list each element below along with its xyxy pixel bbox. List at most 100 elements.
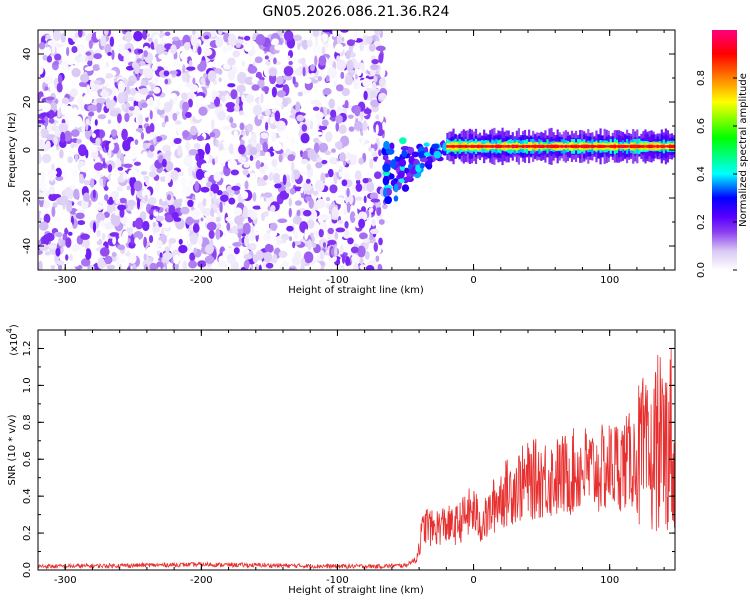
spectrogram-band-segment xyxy=(501,145,504,148)
spectrogram-speckle xyxy=(71,244,80,252)
spectrogram-speckle xyxy=(317,192,322,199)
spectrogram-speckle xyxy=(126,225,133,236)
spectrogram-speckle xyxy=(90,90,99,100)
spectrogram-band-segment xyxy=(619,144,623,149)
spectrogram-speckle xyxy=(241,190,249,200)
spectrogram-speckle xyxy=(228,143,234,155)
spectrogram-band-segment xyxy=(577,144,580,148)
spectrogram-speckle xyxy=(38,104,43,110)
spectrogram-speckle xyxy=(381,30,387,41)
spectrogram-speckle xyxy=(345,256,351,267)
spectrogram-band-segment xyxy=(623,144,627,148)
spectrogram-speckle xyxy=(213,191,217,204)
spectrogram-speckle xyxy=(362,177,369,184)
spectrogram-speckle xyxy=(108,99,117,108)
spectrogram-speckle xyxy=(162,86,170,93)
spectrogram-band-segment xyxy=(470,144,474,148)
spectrogram-speckle xyxy=(302,209,312,217)
spectrogram-speckle xyxy=(323,186,328,192)
spectrogram-speckle xyxy=(141,106,150,118)
spectrogram-speckle xyxy=(215,216,221,223)
spectrogram-speckle xyxy=(282,97,289,108)
spectrogram-speckle xyxy=(45,42,49,48)
spectrogram-speckle xyxy=(163,51,168,56)
spectrogram-speckle xyxy=(324,150,332,156)
spectrogram-band-segment xyxy=(621,144,625,149)
spectrogram-speckle xyxy=(275,83,284,88)
spectrogram-speckle xyxy=(117,236,128,245)
spectrogram-speckle xyxy=(148,96,154,107)
spectrogram-speckle xyxy=(193,247,198,254)
spectrogram-band-segment xyxy=(489,145,492,148)
spectrogram-speckle xyxy=(346,59,354,72)
spectrogram-speckle xyxy=(53,30,62,41)
spectrogram-speckle xyxy=(75,212,85,220)
snr-multiplier-base: (x10 xyxy=(9,333,20,356)
spectrogram-speckle xyxy=(285,187,292,194)
spectrogram-speckle xyxy=(150,83,155,91)
spectrogram-band-segment xyxy=(626,145,629,148)
spectrogram-speckle xyxy=(346,39,355,47)
spectrogram-band-segment xyxy=(497,144,500,149)
spectrogram-speckle xyxy=(320,172,326,183)
spectrogram-speckle xyxy=(252,254,259,263)
snr-x-label: Height of straight line (km) xyxy=(288,585,424,596)
spectrogram-speckle xyxy=(193,143,201,149)
spectrogram-band-segment xyxy=(519,145,523,148)
spectrogram-speckle xyxy=(314,111,324,120)
spectrogram-speckle xyxy=(373,30,382,36)
spectrogram-speckle xyxy=(136,73,140,81)
spectrogram-speckle xyxy=(344,220,349,229)
spectrogram-speckle xyxy=(314,180,325,192)
spectrogram-speckle xyxy=(235,95,240,106)
colorbar-tick-label: 0.0 xyxy=(696,262,707,278)
spectrogram-speckle xyxy=(110,129,118,137)
spectrogram-speckle xyxy=(282,74,293,81)
spectrogram-band-segment xyxy=(464,144,467,148)
spectrogram-speckle xyxy=(124,31,133,43)
spectrogram-speckle xyxy=(158,201,169,206)
snr-y-ticks: 0.0 0.2 0.4 0.6 0.8 1.0 1.2 xyxy=(22,329,675,578)
spectrogram-transition-blob xyxy=(393,183,399,193)
spectrogram-speckle xyxy=(325,75,330,83)
spectrogram-band-segment xyxy=(503,145,506,148)
spectrogram-speckle xyxy=(371,58,379,65)
spectrogram-speckle xyxy=(182,185,192,197)
spectrogram-speckle xyxy=(162,251,173,261)
spectrogram-speckle xyxy=(50,41,58,47)
spectrogram-speckle xyxy=(155,261,164,270)
spectrogram-speckle xyxy=(382,203,388,210)
spectrogram-speckle xyxy=(169,93,176,99)
spectrogram-band-segment xyxy=(609,144,612,148)
spectrogram-speckle xyxy=(222,125,232,130)
spectrogram-speckle xyxy=(266,200,271,207)
spectrogram-speckle xyxy=(215,36,224,48)
spectrogram-speckle xyxy=(264,108,271,117)
spectrogram-speckle xyxy=(106,264,116,270)
spectrogram-speckle xyxy=(165,150,172,157)
spectrogram-speckle xyxy=(143,253,147,261)
spectrogram-speckle xyxy=(92,64,101,72)
spectrogram-speckle xyxy=(300,257,306,268)
spectrogram-speckle xyxy=(338,219,344,224)
spectrogram-speckle xyxy=(197,234,203,246)
spectrogram-speckle xyxy=(281,238,287,244)
spectrogram-band-segment xyxy=(530,145,533,148)
spectrogram-band-segment xyxy=(587,144,590,149)
spectrogram-band-segment xyxy=(593,145,596,148)
spectrogram-speckle xyxy=(248,50,254,57)
spectrogram-speckle xyxy=(57,109,61,118)
spectrogram-speckle xyxy=(231,185,241,191)
spectrogram-band-segment xyxy=(481,144,484,148)
spectrogram-speckle xyxy=(247,172,257,182)
spectrogram-speckle xyxy=(170,44,177,55)
spectrogram-speckle xyxy=(89,146,98,153)
spectrogram-speckle xyxy=(58,264,63,270)
spectrogram-speckle xyxy=(65,254,69,261)
spectrogram-speckle xyxy=(174,120,182,125)
spectrogram-speckle xyxy=(310,99,320,105)
spectrogram-speckle xyxy=(63,176,71,189)
spectrogram-speckle xyxy=(264,86,269,95)
spectrogram-speckle xyxy=(227,33,237,46)
spectrogram-speckle xyxy=(355,183,363,192)
